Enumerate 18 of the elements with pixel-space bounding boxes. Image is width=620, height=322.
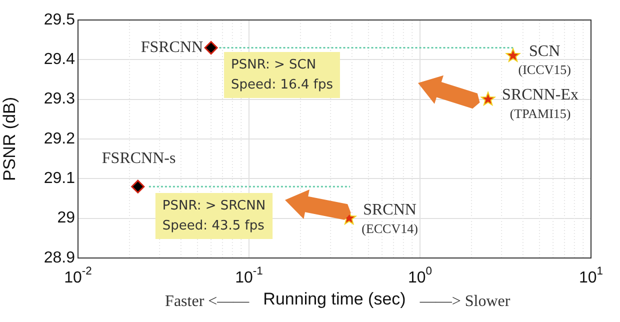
y-tick-label: 29.2 (44, 130, 76, 148)
series-label: FSRCNN-s (102, 150, 176, 167)
y-tick-label: 29.4 (44, 51, 76, 68)
y-tick-label: 29.1 (44, 170, 76, 188)
series-label: SCN (ICCV15) (518, 42, 571, 78)
text: Faster <—— (165, 293, 250, 310)
y-tick-label: 29.5 (44, 11, 76, 28)
series-label: SRCNN (ECCV14) (362, 202, 418, 236)
y-tick-label: 29.3 (44, 90, 76, 108)
annotation: PSNR: > SRCNN Speed: 43.5 fps (162, 198, 266, 234)
series-label: SRCNN-Ex (TPAMI15) (502, 86, 578, 121)
x-axis-title: Running time (sec) (263, 290, 406, 309)
y-tick-label: 29 (57, 210, 76, 227)
y-tick-label: 28.9 (44, 249, 76, 266)
annotation: PSNR: > SCN Speed: 16.4 fps (231, 57, 334, 92)
y-axis-title: PSNR (dB) (0, 96, 19, 182)
series-label: FSRCNN (140, 38, 204, 56)
text: ——> Slower (418, 293, 511, 310)
